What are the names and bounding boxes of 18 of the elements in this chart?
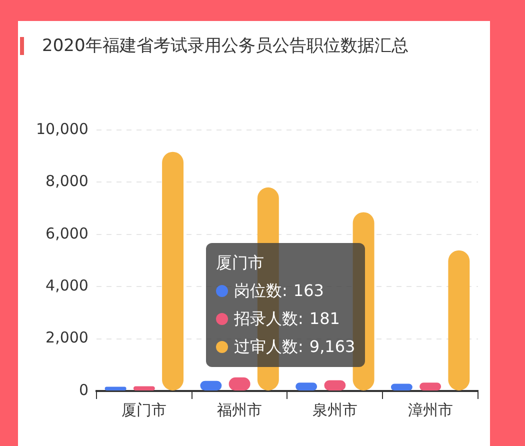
- y-tick-label: 0: [78, 380, 88, 399]
- y-tick-label: 8,000: [46, 172, 88, 190]
- x-tick-label: 泉州市: [312, 400, 358, 419]
- annotation: 9,163: [309, 337, 356, 356]
- x-tick-label: 漳州市: [408, 400, 453, 419]
- y-tick-label: 10,000: [36, 120, 88, 138]
- x-tick-label: 福州市: [217, 400, 262, 419]
- y-tick-label: 6,000: [46, 224, 88, 242]
- legend-label: 招录人数:: [234, 309, 304, 328]
- legend-label: 过审人数:: [234, 337, 304, 356]
- y-tick-label: 4,000: [46, 276, 88, 294]
- annotation: 163: [293, 281, 324, 300]
- legend-title: 厦门市: [216, 252, 265, 274]
- chart-title: 2020年福建省考试录用公务员公告职位数据汇总: [42, 35, 408, 57]
- y-tick-label: 2,000: [46, 328, 88, 347]
- legend-label: 岗位数:: [234, 281, 288, 300]
- x-tick-label: 厦门市: [122, 400, 167, 419]
- annotation: 181: [309, 309, 340, 328]
